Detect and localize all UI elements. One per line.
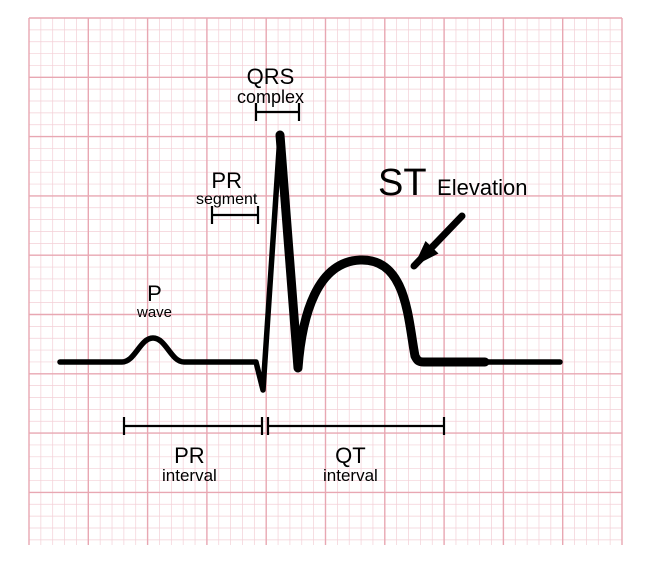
label-qt-interval: QT interval [323, 445, 378, 484]
label-pr-segment: PR segment [196, 170, 257, 208]
label-pr-segment-top: PR [211, 168, 242, 193]
label-st-small: Elevation [437, 175, 528, 200]
label-p-sub: wave [137, 305, 172, 320]
label-pr-interval: PR interval [162, 445, 217, 484]
ecg-diagram: QRS complex PR segment ST Elevation P wa… [0, 0, 650, 578]
label-pr-segment-sub: segment [196, 192, 257, 208]
label-pr-interval-top: PR [174, 443, 205, 468]
label-st-big: ST [378, 162, 427, 204]
ecg-waveform [0, 0, 650, 578]
label-qt-interval-sub: interval [323, 467, 378, 484]
label-p-top: P [147, 281, 162, 306]
label-qrs-sub: complex [237, 88, 304, 106]
label-st-elevation: ST Elevation [378, 164, 528, 202]
label-qrs-complex: QRS complex [237, 66, 304, 106]
label-qrs-top: QRS [247, 64, 295, 89]
label-qt-interval-top: QT [335, 443, 366, 468]
label-p-wave: P wave [137, 283, 172, 320]
label-pr-interval-sub: interval [162, 467, 217, 484]
